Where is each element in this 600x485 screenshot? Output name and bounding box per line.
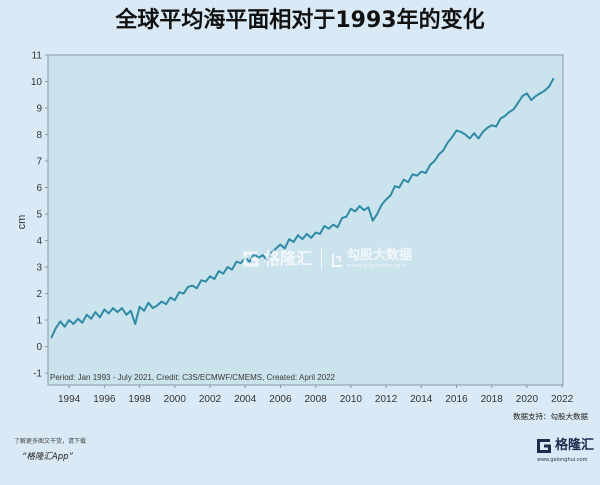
x-tick-label: 2010 bbox=[340, 394, 363, 405]
y-tick-label: 10 bbox=[31, 77, 43, 88]
x-tick-label: 2000 bbox=[164, 394, 187, 405]
gelonghui-logo: 格隆汇 bbox=[536, 438, 594, 454]
x-tick-label: 2004 bbox=[234, 394, 257, 405]
app-name: “格隆汇App” bbox=[22, 452, 73, 462]
data-source-note: 数据支持：勾股大数据 bbox=[513, 412, 588, 421]
x-tick-label: 2022 bbox=[551, 394, 574, 405]
x-tick-label: 2014 bbox=[410, 394, 433, 405]
y-tick-label: 3 bbox=[36, 263, 42, 274]
x-tick-label: 2020 bbox=[516, 394, 539, 405]
gelonghui-logo-icon bbox=[242, 250, 260, 268]
x-tick-label: 1998 bbox=[128, 394, 151, 405]
watermark-divider bbox=[321, 248, 323, 270]
chart-title: 全球平均海平面相对于1993年的变化 bbox=[115, 8, 485, 33]
plot-area bbox=[47, 54, 564, 386]
y-tick-label: 5 bbox=[36, 210, 42, 221]
y-axis-label: cm bbox=[16, 215, 28, 230]
x-tick-label: 2012 bbox=[375, 394, 398, 405]
gogudata-logo-icon bbox=[331, 252, 343, 268]
credit-annotation: Period: Jan 1993 - July 2021, Credit: C3… bbox=[50, 373, 336, 382]
watermark: 格隆汇 勾股大数据 www.gogudata.com bbox=[242, 248, 412, 270]
watermark-partner: 勾股大数据 www.gogudata.com bbox=[347, 249, 412, 270]
y-tick-label: 1 bbox=[36, 316, 42, 327]
watermark-url: www.gogudata.com bbox=[347, 262, 407, 269]
series-group bbox=[50, 77, 555, 339]
y-axis-ticks: -1 0 1 2 3 4 5 6 7 8 9 10 11 bbox=[31, 51, 48, 380]
series-line bbox=[50, 77, 555, 339]
x-tick-label: 2002 bbox=[199, 394, 222, 405]
watermark-partner-name: 勾股大数据 bbox=[347, 247, 413, 263]
x-tick-label: 2016 bbox=[445, 394, 468, 405]
y-tick-label: 4 bbox=[36, 236, 42, 247]
promo-line: 了解更多图文干货，请下载 bbox=[14, 438, 87, 445]
y-tick-label: 11 bbox=[32, 51, 43, 62]
y-tick-label: 9 bbox=[36, 104, 42, 115]
y-tick-label: 2 bbox=[36, 289, 42, 300]
gelonghui-logo-icon bbox=[536, 438, 552, 454]
y-tick-label: 8 bbox=[36, 130, 42, 141]
x-axis-ticks: 1994 1996 1998 2000 2002 2004 2006 2008 2010 2012… bbox=[58, 385, 574, 405]
y-tick-label: 7 bbox=[36, 157, 42, 168]
x-tick-label: 2018 bbox=[481, 394, 504, 405]
watermark-brand: 格隆汇 bbox=[264, 249, 313, 268]
sea-level-chart: -1 0 1 2 3 4 5 6 7 8 9 10 11 1994 1996 1998 2000 2002 200… bbox=[16, 51, 574, 406]
x-tick-label: 2006 bbox=[269, 394, 292, 405]
y-tick-label: -1 bbox=[33, 369, 42, 380]
y-tick-label: 6 bbox=[36, 183, 42, 194]
y-tick-label: 0 bbox=[36, 342, 42, 353]
brand-logo-text: 格隆汇 bbox=[555, 438, 595, 453]
x-tick-label: 1996 bbox=[93, 394, 116, 405]
x-tick-label: 1994 bbox=[58, 394, 81, 405]
brand-logo-url: www.gelonghui.com bbox=[537, 457, 588, 463]
x-tick-label: 2008 bbox=[304, 394, 327, 405]
